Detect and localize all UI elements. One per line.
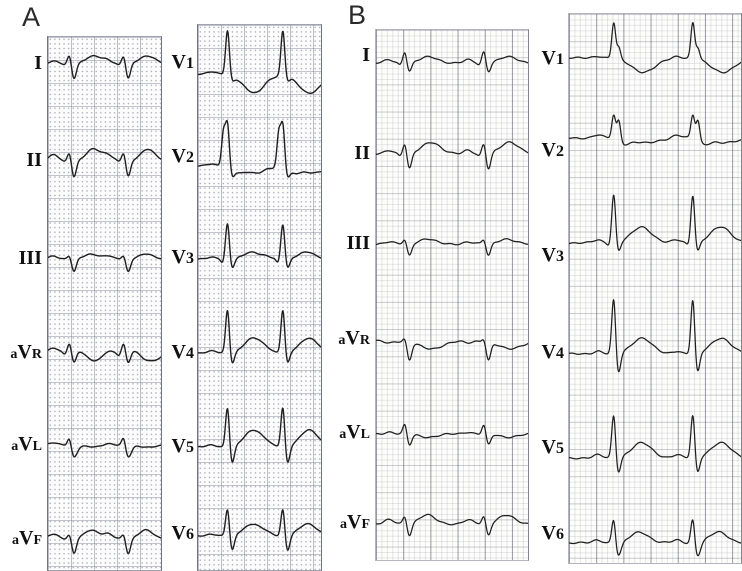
ecg-trace-svg-B-limb_leads [376,51,528,537]
ecg-trace-svg-B-chest_leads [569,21,741,557]
ecg-trace-B-V5 [569,415,741,473]
ecg-trace-A-aVF [48,528,161,555]
ecg-trace-A-V5 [198,407,321,463]
ecg-trace-A-V3 [198,223,321,269]
ecg-trace-A-aVL [48,437,161,458]
ecg-trace-B-II [376,141,528,170]
ecg-trace-svg-A-chest_leads [198,30,321,551]
lead-label-A-V2: V2 [171,145,194,167]
ecg-trace-B-V1 [569,21,741,74]
lead-label-A-V3: V3 [171,246,194,268]
ecg-trace-A-II [48,147,161,178]
lead-label-B-aVF: aVF [339,511,370,533]
lead-label-B-aVL: aVL [339,421,370,443]
lead-label-A-V4: V4 [171,341,194,363]
lead-label-B-I: I [362,44,370,66]
lead-label-B-V5: V5 [541,436,564,458]
ecg-trace-svg-A-limb_leads [48,54,161,555]
lead-label-B-V3: V3 [541,244,564,266]
lead-label-B-V2: V2 [541,139,564,161]
ecg-trace-B-V6 [569,519,741,557]
lead-label-B-V4: V4 [541,341,564,363]
lead-label-B-II: II [354,142,370,164]
lead-label-A-V5: V5 [171,435,194,457]
ecg-trace-A-aVR [48,343,161,364]
lead-label-B-III: III [346,232,370,254]
ecg-trace-A-V4 [198,309,321,364]
ecg-trace-B-III [376,238,528,256]
lead-label-A-V1: V1 [171,51,194,73]
ecg-trace-A-V2 [198,119,321,178]
lead-label-B-V6: V6 [541,522,564,544]
lead-label-B-V1: V1 [541,47,564,69]
lead-label-A-I: I [34,52,42,74]
lead-label-B-aVR: aVR [338,327,370,349]
panel-b-chest-lead-strip [568,13,742,564]
panel-a-label: A [22,2,41,32]
ecg-trace-B-aVL [376,423,528,446]
ecg-trace-B-V4 [569,299,741,373]
ecg-trace-B-I [376,51,528,73]
lead-label-A-aVF: aVF [11,527,42,549]
panel-a-limb-lead-strip [47,36,162,571]
ecg-trace-A-III [48,253,161,273]
lead-label-A-aVR: aVR [10,341,42,363]
panel-b-label: B [348,0,367,30]
lead-label-A-III: III [18,247,42,269]
lead-label-A-II: II [26,149,42,171]
panel-b-limb-lead-strip [375,29,529,561]
ecg-trace-A-V1 [198,30,321,94]
lead-label-A-aVL: aVL [11,433,42,455]
ecg-trace-B-aVR [376,338,528,361]
ecg-trace-B-V3 [569,194,741,251]
lead-label-A-V6: V6 [171,522,194,544]
ecg-trace-A-V6 [198,509,321,551]
ecg-trace-A-I [48,54,161,80]
panel-a-chest-lead-strip [197,24,322,571]
ecg-trace-B-aVF [376,513,528,537]
ecg-trace-B-V2 [569,114,741,146]
